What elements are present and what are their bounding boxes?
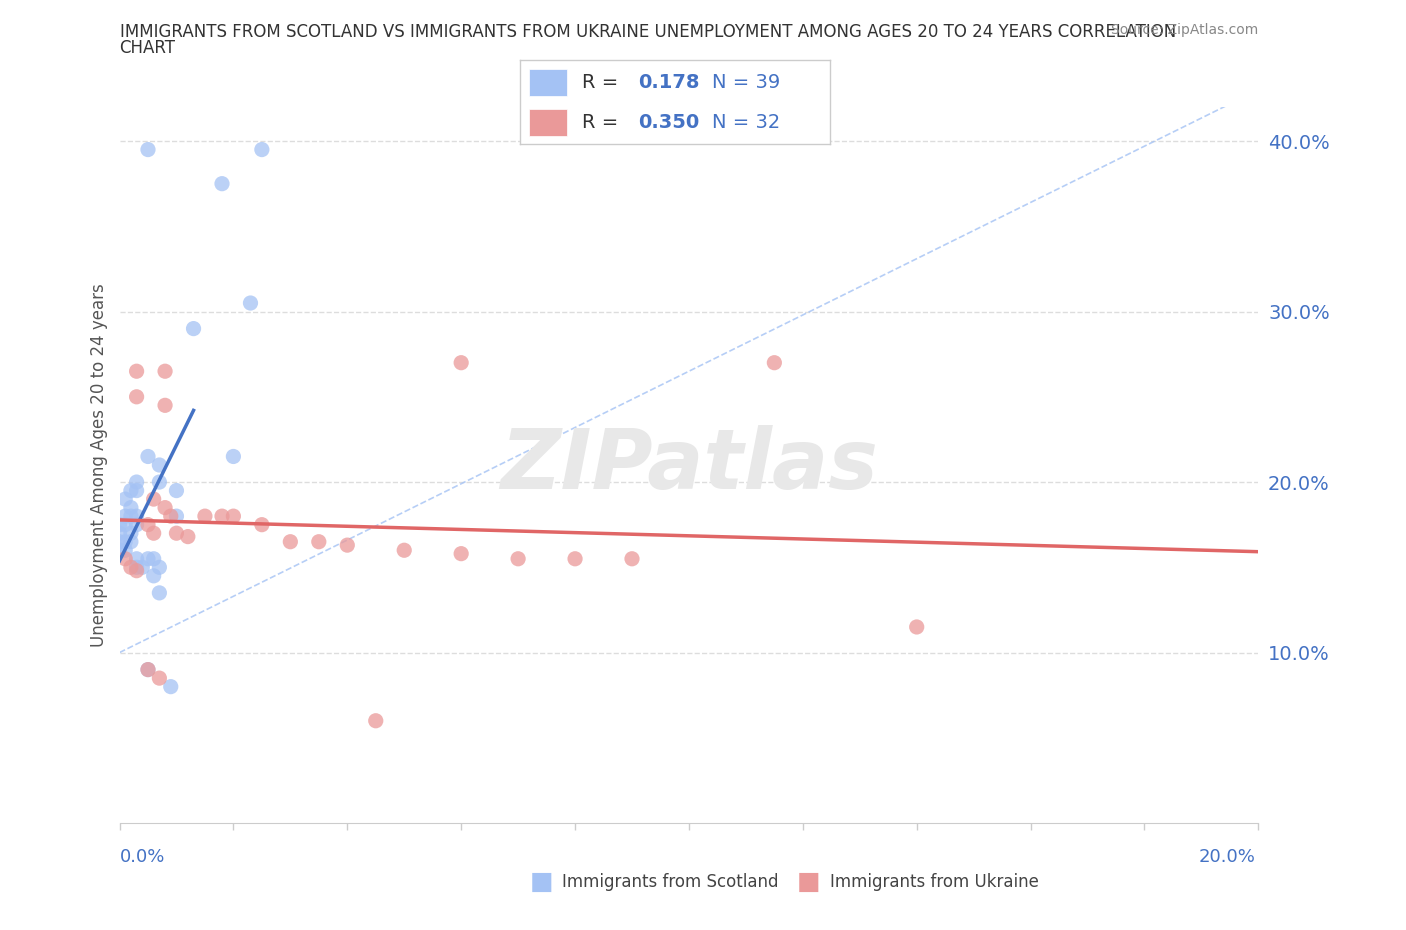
Text: Immigrants from Ukraine: Immigrants from Ukraine [830, 872, 1039, 891]
Point [211, 177, 233, 192]
Point [142, 551, 165, 566]
Point [177, 529, 200, 544]
Point [114, 492, 136, 507]
Point [153, 500, 176, 515]
Point [336, 538, 359, 552]
Point [125, 474, 148, 489]
Point [125, 517, 148, 532]
Point [120, 525, 142, 540]
Point [120, 509, 142, 524]
Point [159, 509, 181, 524]
Point [153, 398, 176, 413]
Point [222, 509, 245, 524]
Point [125, 390, 148, 405]
Point [136, 449, 159, 464]
Point [125, 560, 148, 575]
Point [114, 535, 136, 550]
Text: CHART: CHART [120, 39, 176, 57]
Bar [530, 69, 567, 96]
Point [166, 525, 188, 540]
Point [153, 364, 176, 379]
Point [450, 546, 472, 561]
Point [763, 355, 786, 370]
Point [136, 662, 159, 677]
Point [131, 560, 153, 575]
Point [136, 662, 159, 677]
Point [136, 142, 159, 157]
Point [239, 296, 262, 311]
Point [308, 535, 330, 550]
Point [280, 535, 302, 550]
Point [114, 543, 136, 558]
Point [148, 458, 170, 472]
Point [142, 492, 165, 507]
Point [394, 543, 416, 558]
Point [136, 551, 159, 566]
Point [120, 500, 142, 515]
Point [450, 355, 472, 370]
Text: ■: ■ [797, 870, 820, 894]
Text: ■: ■ [530, 870, 553, 894]
Point [114, 551, 136, 566]
Point [108, 517, 131, 532]
Y-axis label: Unemployment Among Ages 20 to 24 years: Unemployment Among Ages 20 to 24 years [90, 283, 108, 647]
Point [905, 619, 928, 634]
Point [148, 474, 170, 489]
Point [211, 509, 233, 524]
Point [114, 509, 136, 524]
Point [120, 535, 142, 550]
Point [125, 564, 148, 578]
Point [148, 671, 170, 685]
Point [508, 551, 530, 566]
Text: 0.350: 0.350 [638, 113, 699, 132]
Point [125, 509, 148, 524]
Point [125, 484, 148, 498]
Point [148, 586, 170, 601]
Point [148, 560, 170, 575]
Point [125, 551, 148, 566]
Point [108, 525, 131, 540]
Point [250, 517, 273, 532]
Point [142, 568, 165, 583]
Point [108, 535, 131, 550]
Point [166, 484, 188, 498]
Point [194, 509, 217, 524]
Point [142, 525, 165, 540]
Text: R =: R = [582, 73, 624, 92]
Text: IMMIGRANTS FROM SCOTLAND VS IMMIGRANTS FROM UKRAINE UNEMPLOYMENT AMONG AGES 20 T: IMMIGRANTS FROM SCOTLAND VS IMMIGRANTS F… [120, 23, 1175, 41]
Point [166, 509, 188, 524]
Point [621, 551, 644, 566]
Point [108, 543, 131, 558]
Point [136, 517, 159, 532]
Point [125, 364, 148, 379]
Point [159, 679, 181, 694]
Point [564, 551, 586, 566]
Point [364, 713, 387, 728]
Point [222, 449, 245, 464]
Bar [530, 109, 567, 136]
Point [183, 321, 205, 336]
Text: R =: R = [582, 113, 624, 132]
Text: Source: ZipAtlas.com: Source: ZipAtlas.com [1111, 23, 1258, 37]
Text: 0.0%: 0.0% [120, 848, 165, 866]
Text: N = 39: N = 39 [711, 73, 780, 92]
Text: N = 32: N = 32 [711, 113, 780, 132]
Point [250, 142, 273, 157]
Text: ZIPatlas: ZIPatlas [501, 424, 877, 506]
Point [120, 560, 142, 575]
Text: 20.0%: 20.0% [1199, 848, 1256, 866]
Point [114, 517, 136, 532]
Text: Immigrants from Scotland: Immigrants from Scotland [562, 872, 779, 891]
Text: 0.178: 0.178 [638, 73, 699, 92]
Point [120, 484, 142, 498]
